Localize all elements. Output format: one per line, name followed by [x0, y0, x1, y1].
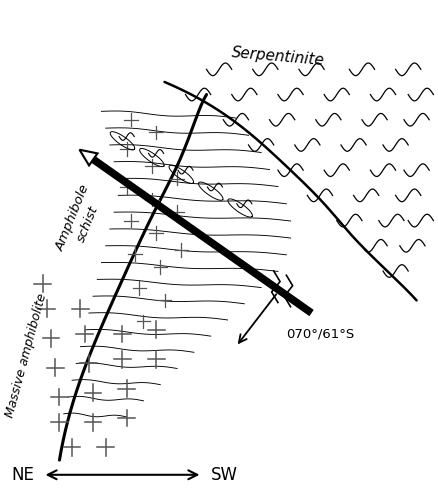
Text: Amphibole
schist: Amphibole schist	[54, 182, 107, 259]
Text: 070°/61°S: 070°/61°S	[286, 328, 354, 340]
Text: Massive amphibolite: Massive amphibolite	[3, 292, 49, 418]
Text: SW: SW	[210, 466, 237, 484]
Text: NE: NE	[11, 466, 34, 484]
Text: Serpentinite: Serpentinite	[230, 45, 325, 68]
Polygon shape	[79, 150, 97, 166]
